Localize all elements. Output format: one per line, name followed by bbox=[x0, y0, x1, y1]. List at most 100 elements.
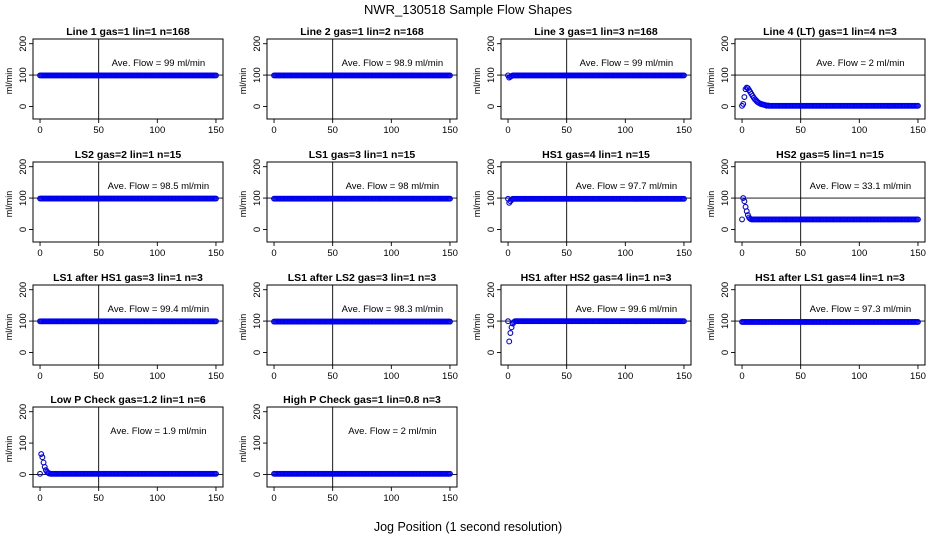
x-tick-label: 150 bbox=[208, 248, 224, 259]
panel-2: Line 2 gas=1 lin=2 n=168 Ave. Flow = 98.9… bbox=[238, 26, 458, 136]
x-tick-label: 50 bbox=[561, 125, 572, 136]
x-tick-label: 50 bbox=[327, 371, 338, 382]
y-tick-label: 100 bbox=[486, 313, 497, 329]
y-tick-label: 100 bbox=[486, 190, 497, 206]
y-tick-label: 100 bbox=[252, 313, 263, 329]
y-tick-label: 0 bbox=[18, 472, 29, 477]
plot-frame bbox=[266, 406, 458, 488]
data-point bbox=[681, 318, 687, 325]
x-tick-label: 0 bbox=[271, 248, 276, 259]
data-points bbox=[37, 195, 219, 202]
y-tick-label: 0 bbox=[486, 227, 497, 232]
x-tick-label: 0 bbox=[37, 371, 42, 382]
average-flow-annotation: Ave. Flow = 98 ml/min bbox=[346, 181, 440, 192]
panel-11: HS1 after HS2 gas=4 lin=1 n=3 Ave. Flow =… bbox=[472, 272, 692, 382]
panel-12: HS1 after LS1 gas=4 lin=1 n=3 Ave. Flow =… bbox=[706, 272, 926, 382]
x-tick-label: 100 bbox=[383, 248, 399, 259]
average-flow-annotation: Ave. Flow = 99.6 ml/min bbox=[576, 304, 677, 315]
x-tick-label: 50 bbox=[795, 125, 806, 136]
panel-7: HS1 gas=4 lin=1 n=15 Ave. Flow = 97.7 ml/… bbox=[472, 149, 692, 259]
y-axis-label: ml/min bbox=[4, 68, 14, 95]
y-axis-label: ml/min bbox=[472, 314, 482, 341]
data-point bbox=[507, 330, 514, 336]
data-point bbox=[508, 324, 515, 331]
data-point bbox=[447, 470, 453, 477]
y-tick-label: 200 bbox=[252, 404, 263, 420]
y-tick-label: 100 bbox=[486, 67, 497, 83]
y-tick-label: 100 bbox=[252, 190, 263, 206]
plot-frame bbox=[32, 161, 224, 243]
figure-title: NWR_130518 Sample Flow Shapes bbox=[364, 2, 573, 17]
y-axis-label: ml/min bbox=[4, 314, 14, 341]
data-point bbox=[213, 470, 219, 477]
data-point bbox=[213, 318, 219, 325]
panel-title: Line 1 gas=1 lin=1 n=168 bbox=[66, 26, 190, 38]
plot-frame bbox=[500, 161, 692, 243]
panel-3: Line 3 gas=1 lin=3 n=168 Ave. Flow = 99 m… bbox=[472, 26, 692, 136]
panel-4: Line 4 (LT) gas=1 lin=4 n=3 Ave. Flow = 2… bbox=[706, 26, 926, 136]
panel-10: LS1 after LS2 gas=3 lin=1 n=3 Ave. Flow =… bbox=[238, 272, 458, 382]
y-tick-label: 100 bbox=[720, 313, 731, 329]
data-point bbox=[38, 451, 45, 458]
x-tick-label: 100 bbox=[851, 125, 867, 136]
panel-8: HS2 gas=5 lin=1 n=15 Ave. Flow = 33.1 ml/… bbox=[706, 149, 926, 259]
average-flow-annotation: Ave. Flow = 97.3 ml/min bbox=[810, 304, 911, 315]
x-axis-label: Jog Position (1 second resolution) bbox=[374, 520, 562, 534]
x-tick-label: 0 bbox=[271, 493, 276, 504]
data-point bbox=[915, 318, 921, 325]
y-tick-label: 100 bbox=[720, 67, 731, 83]
x-tick-label: 150 bbox=[442, 248, 458, 259]
x-tick-label: 0 bbox=[505, 125, 510, 136]
average-flow-annotation: Ave. Flow = 97.7 ml/min bbox=[576, 181, 677, 192]
y-tick-label: 0 bbox=[252, 227, 263, 232]
x-tick-label: 150 bbox=[910, 125, 926, 136]
y-tick-label: 0 bbox=[720, 350, 731, 355]
data-point bbox=[41, 463, 48, 470]
x-tick-label: 0 bbox=[37, 248, 42, 259]
y-axis-label: ml/min bbox=[472, 68, 482, 95]
plot-frame bbox=[32, 284, 224, 366]
x-tick-label: 150 bbox=[442, 371, 458, 382]
panel-title: HS2 gas=5 lin=1 n=15 bbox=[776, 149, 884, 161]
y-tick-label: 0 bbox=[486, 350, 497, 355]
x-tick-label: 50 bbox=[93, 493, 104, 504]
plot-frame bbox=[32, 38, 224, 120]
y-tick-label: 200 bbox=[18, 159, 29, 175]
x-tick-label: 50 bbox=[795, 248, 806, 259]
y-tick-label: 200 bbox=[720, 282, 731, 298]
x-tick-label: 50 bbox=[327, 248, 338, 259]
x-tick-label: 100 bbox=[383, 493, 399, 504]
data-point bbox=[213, 195, 219, 202]
data-points bbox=[271, 318, 453, 325]
y-axis-label: ml/min bbox=[4, 436, 14, 463]
data-point bbox=[213, 72, 219, 79]
panel-title: Low P Check gas=1.2 lin=1 n=6 bbox=[50, 394, 205, 406]
y-axis-label: ml/min bbox=[472, 191, 482, 218]
data-points bbox=[37, 318, 219, 325]
x-tick-label: 150 bbox=[676, 248, 692, 259]
panel-title: HS1 gas=4 lin=1 n=15 bbox=[542, 149, 650, 161]
plot-frame bbox=[734, 161, 926, 243]
data-points bbox=[37, 72, 219, 79]
y-tick-label: 200 bbox=[18, 36, 29, 52]
panel-6: LS1 gas=3 lin=1 n=15 Ave. Flow = 98 ml/mi… bbox=[238, 149, 458, 259]
y-tick-label: 0 bbox=[486, 104, 497, 109]
panel-5: LS2 gas=2 lin=1 n=15 Ave. Flow = 98.5 ml/… bbox=[4, 149, 224, 259]
average-flow-annotation: Ave. Flow = 99 ml/min bbox=[580, 58, 674, 69]
data-points bbox=[505, 195, 687, 206]
y-tick-label: 0 bbox=[18, 227, 29, 232]
y-axis-label: ml/min bbox=[4, 191, 14, 218]
average-flow-annotation: Ave. Flow = 98.5 ml/min bbox=[108, 181, 209, 192]
y-tick-label: 200 bbox=[486, 36, 497, 52]
average-flow-annotation: Ave. Flow = 98.9 ml/min bbox=[342, 58, 443, 69]
average-flow-annotation: Ave. Flow = 33.1 ml/min bbox=[810, 181, 911, 192]
x-tick-label: 50 bbox=[327, 125, 338, 136]
y-axis-label: ml/min bbox=[238, 68, 248, 95]
x-tick-label: 100 bbox=[149, 371, 165, 382]
y-tick-label: 0 bbox=[18, 350, 29, 355]
x-tick-label: 0 bbox=[271, 371, 276, 382]
panel-title: HS1 after HS2 gas=4 lin=1 n=3 bbox=[521, 272, 672, 284]
y-axis-label: ml/min bbox=[238, 436, 248, 463]
data-points bbox=[271, 72, 453, 79]
x-tick-label: 0 bbox=[739, 248, 744, 259]
